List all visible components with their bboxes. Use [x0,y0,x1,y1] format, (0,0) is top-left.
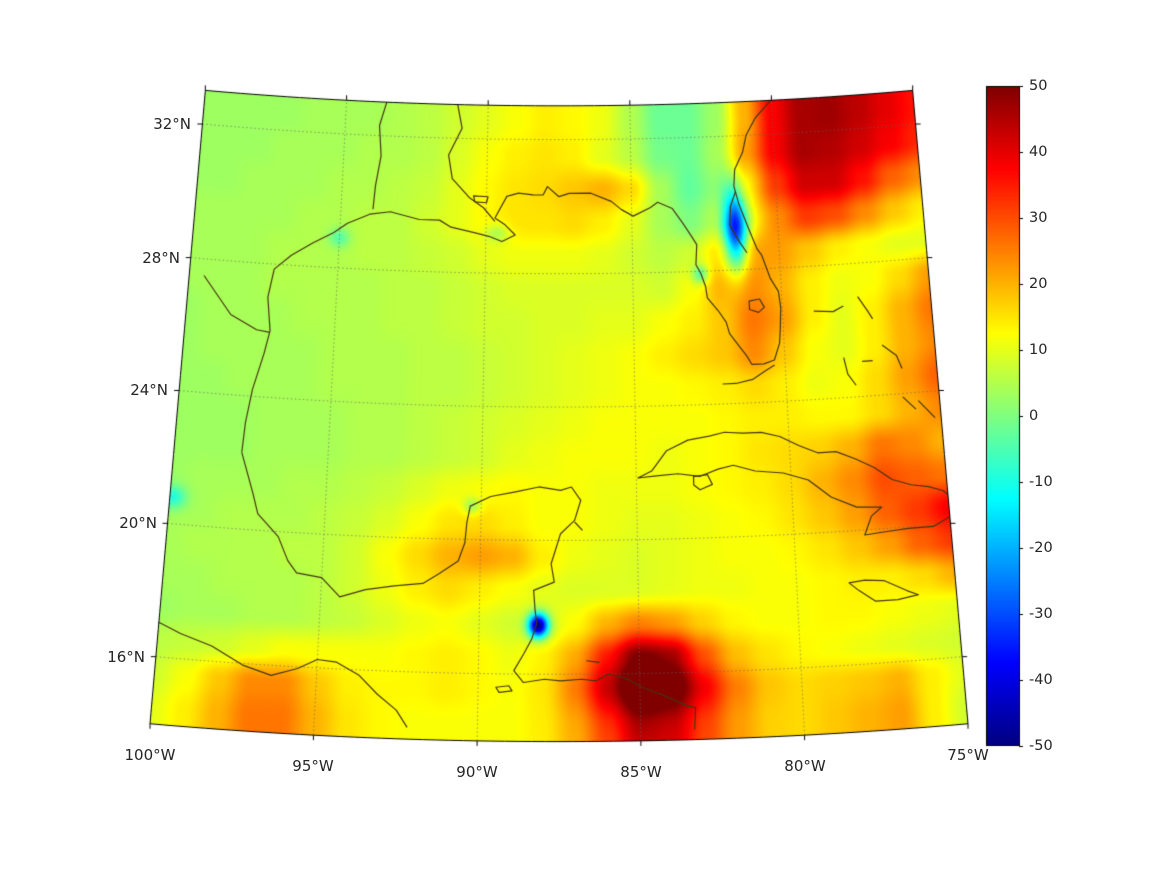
map-canvas [0,0,1167,875]
map-figure: 100°W 95°W 90°W 85°W 80°W 75°W 16°N 20°N 24°N 28°… [0,0,1167,875]
